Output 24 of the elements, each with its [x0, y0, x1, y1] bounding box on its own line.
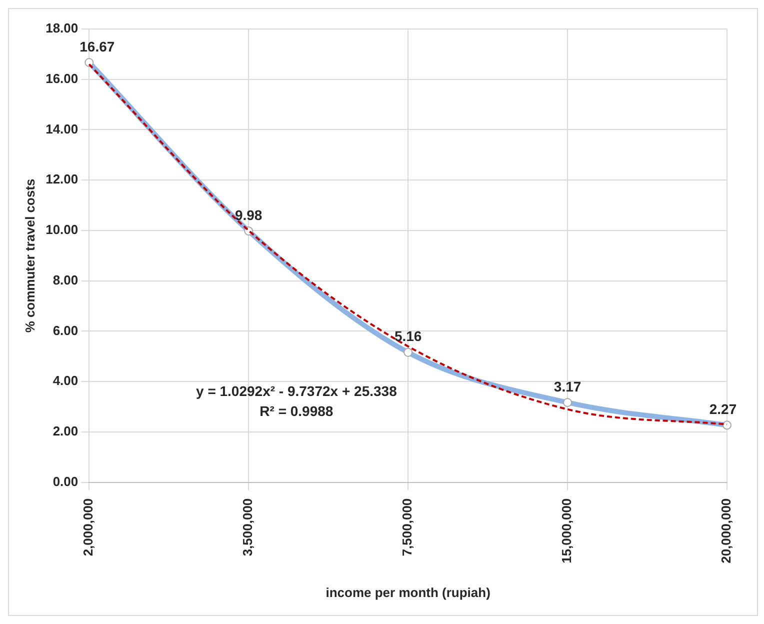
data-label: 5.16: [394, 328, 422, 344]
y-tick-label: 0.00: [52, 474, 78, 489]
x-axis-title: income per month (rupiah): [326, 584, 490, 600]
data-label: 9.98: [234, 206, 262, 223]
x-tick-label: 7,500,000: [400, 498, 415, 556]
y-tick-label: 2.00: [52, 424, 78, 439]
y-tick-label: 14.00: [46, 121, 78, 136]
y-tick-label: 6.00: [52, 322, 78, 338]
y-tick-label: 8.00: [52, 272, 78, 288]
data-label: 16.67: [80, 38, 115, 54]
x-tick-label: 2,000,000: [80, 498, 96, 556]
y-tick-label: 10.00: [46, 222, 78, 238]
y-tick-label: 16.00: [46, 70, 78, 86]
y-axis-title: % commuter travel costs: [22, 178, 38, 333]
x-tick-label: 3,500,000: [240, 498, 256, 556]
y-tick-label: 4.00: [52, 373, 78, 388]
x-tick-label: 20,000,000: [718, 498, 734, 564]
annotation: y = 1.0292x² - 9.7372x + 25.338: [196, 383, 398, 400]
x-tick-label: 15,000,000: [559, 498, 574, 564]
annotation: R² = 0.9988: [260, 403, 334, 420]
y-tick-label: 18.00: [46, 20, 78, 36]
data-label: 3.17: [554, 378, 582, 394]
y-tick-label: 12.00: [46, 172, 78, 187]
data-label: 2.27: [709, 401, 737, 418]
